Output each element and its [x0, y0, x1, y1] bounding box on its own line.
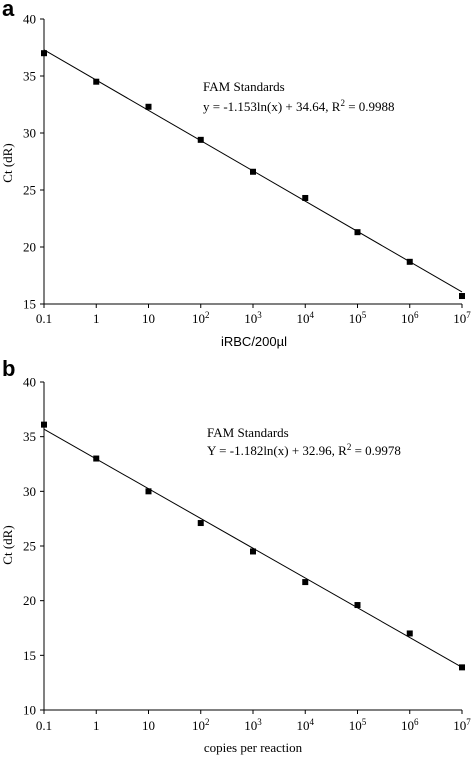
y-tick-label: 15 [23, 297, 36, 312]
data-point [250, 168, 256, 175]
a-x-ticks: 0.1 1 10 102 103 104 105 106 107 [36, 304, 471, 326]
x-tick-label: 0.1 [36, 311, 52, 326]
data-point [459, 293, 465, 300]
b-fit-line [43, 428, 463, 668]
y-tick-label: 30 [23, 126, 36, 141]
b-annotation-equation: Y = -1.182ln(x) + 32.96, R2 = 0.9978 [207, 442, 401, 458]
data-point [93, 78, 100, 85]
x-tick-label: 1 [93, 718, 100, 733]
panel-label-b: b [2, 356, 15, 381]
data-point [145, 103, 152, 110]
data-point [250, 548, 256, 555]
a-annotation-equation: y = -1.153ln(x) + 34.64, R2 = 0.9988 [203, 98, 395, 114]
data-point [354, 602, 361, 609]
y-tick-label: 20 [23, 593, 36, 608]
x-tick-label: 0.1 [36, 718, 52, 733]
a-y-axis-title: Ct (dR) [0, 143, 15, 182]
data-point [406, 630, 413, 637]
a-x-axis-title: iRBC/200µl [221, 334, 287, 349]
y-tick-label: 35 [23, 69, 36, 84]
data-point [302, 579, 309, 586]
data-point [197, 520, 204, 527]
panel-label-a: a [2, 0, 15, 21]
data-point [406, 258, 413, 265]
x-tick-label: 1 [93, 311, 100, 326]
b-annotation-title: FAM Standards [207, 425, 289, 440]
b-y-ticks: 10 15 20 25 30 35 40 [23, 375, 44, 718]
y-tick-label: 20 [23, 240, 36, 255]
b-points [41, 421, 465, 671]
y-tick-label: 35 [23, 429, 36, 444]
y-tick-label: 10 [23, 703, 36, 718]
x-tick-label: 106 [401, 310, 419, 326]
y-tick-label: 30 [23, 484, 36, 499]
data-point [93, 455, 100, 462]
x-tick-label: 104 [297, 717, 315, 733]
data-point [354, 229, 361, 236]
x-tick-label: 104 [297, 310, 315, 326]
data-point [459, 664, 465, 671]
x-tick-label: 106 [401, 717, 419, 733]
x-tick-label: 10 [142, 311, 155, 326]
x-tick-label: 102 [192, 310, 210, 326]
data-point [197, 136, 204, 143]
b-x-axis-title: copies per reaction [204, 740, 303, 755]
x-tick-label: 102 [192, 717, 210, 733]
x-tick-label: 105 [349, 310, 367, 326]
x-tick-label: 107 [453, 717, 471, 733]
data-point [41, 421, 47, 428]
x-tick-label: 103 [244, 310, 262, 326]
y-tick-label: 25 [23, 183, 36, 198]
y-tick-label: 40 [23, 375, 36, 390]
a-annotation-title: FAM Standards [203, 79, 285, 94]
y-tick-label: 25 [23, 539, 36, 554]
b-y-axis-title: Ct (dR) [0, 525, 15, 564]
x-tick-label: 103 [244, 717, 262, 733]
data-point [302, 194, 309, 201]
y-tick-label: 40 [23, 12, 36, 27]
panel-b: b 10 15 20 25 30 35 40 0.1 1 10 102 103 104 105 106 10… [0, 356, 471, 755]
x-tick-label: 107 [453, 310, 471, 326]
x-tick-label: 10 [142, 718, 155, 733]
x-tick-label: 105 [349, 717, 367, 733]
data-point [145, 488, 152, 495]
y-tick-label: 15 [23, 648, 36, 663]
a-points [41, 50, 465, 300]
a-y-ticks: 15 20 25 30 35 40 [23, 12, 44, 312]
data-point [41, 50, 47, 57]
b-x-ticks: 0.1 1 10 102 103 104 105 106 107 [36, 710, 471, 733]
